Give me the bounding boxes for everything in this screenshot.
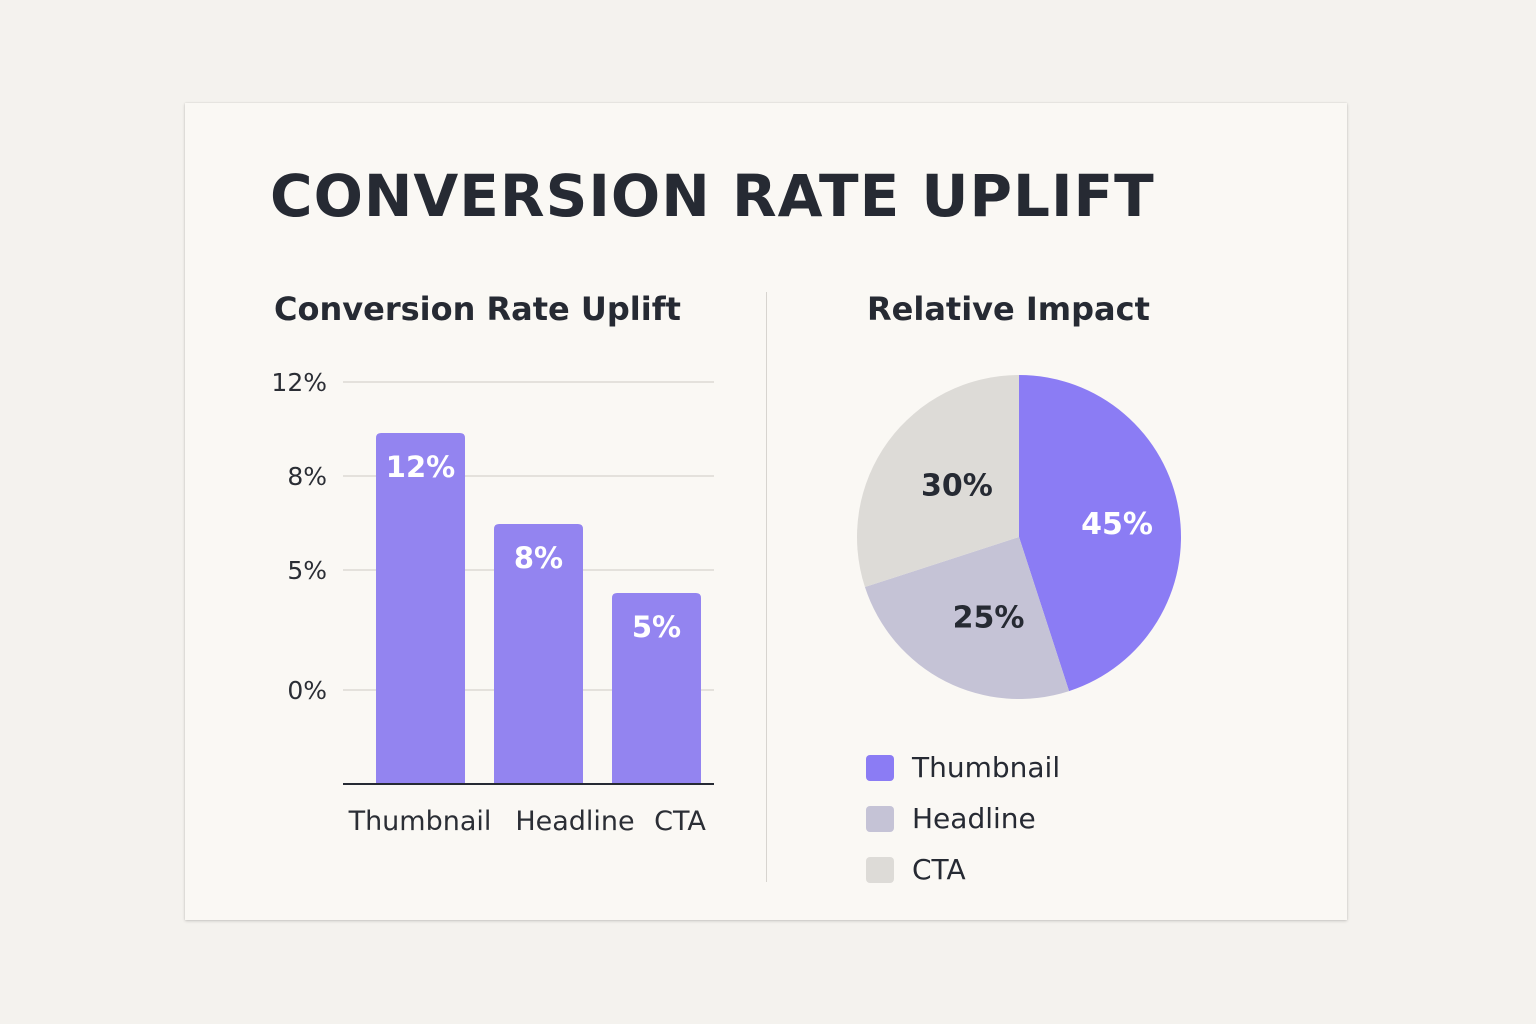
legend-item: Thumbnail (866, 742, 1060, 793)
bar (494, 524, 583, 784)
bar (376, 433, 465, 784)
pie-chart: 45% 25% 30% (856, 375, 1181, 700)
bar-value-label: 12% (386, 450, 455, 484)
legend-label: CTA (912, 853, 966, 886)
legend-label: Thumbnail (912, 751, 1061, 784)
y-tick-label: 5% (287, 556, 327, 585)
page-title: CONVERSION RATE UPLIFT (270, 162, 1155, 230)
bar-chart-title: Conversion Rate Uplift (274, 290, 681, 328)
legend-item: Headline (866, 793, 1060, 844)
pie-value-label: 30% (921, 469, 993, 504)
legend-swatch (866, 856, 894, 883)
legend-label: Headline (912, 802, 1036, 835)
bar (612, 593, 701, 784)
legend-swatch (866, 754, 894, 781)
x-category-label: Thumbnail (348, 806, 492, 837)
y-tick-label: 12% (271, 368, 327, 397)
pie-legend: Thumbnail Headline CTA (866, 742, 1060, 895)
pie-value-label: 25% (953, 600, 1025, 635)
y-tick-label: 8% (287, 462, 327, 491)
pie-slice (856, 375, 1019, 588)
pie-value-label: 45% (1081, 507, 1153, 542)
legend-swatch (866, 805, 894, 832)
pie-slice (864, 537, 1070, 700)
bar-value-label: 5% (632, 610, 681, 644)
y-tick-label: 0% (287, 676, 327, 705)
pie-slice (1019, 375, 1181, 692)
bar-chart: 12% 8% 5% 0% 12% Thumbnail 8% Headline 5% CTA (271, 368, 714, 837)
legend-item: CTA (866, 844, 1060, 895)
pie-chart-title: Relative Impact (867, 290, 1150, 328)
chart-divider (766, 292, 767, 882)
x-category-label: CTA (654, 806, 706, 837)
bar-value-label: 8% (514, 541, 563, 575)
x-category-label: Headline (515, 806, 634, 837)
